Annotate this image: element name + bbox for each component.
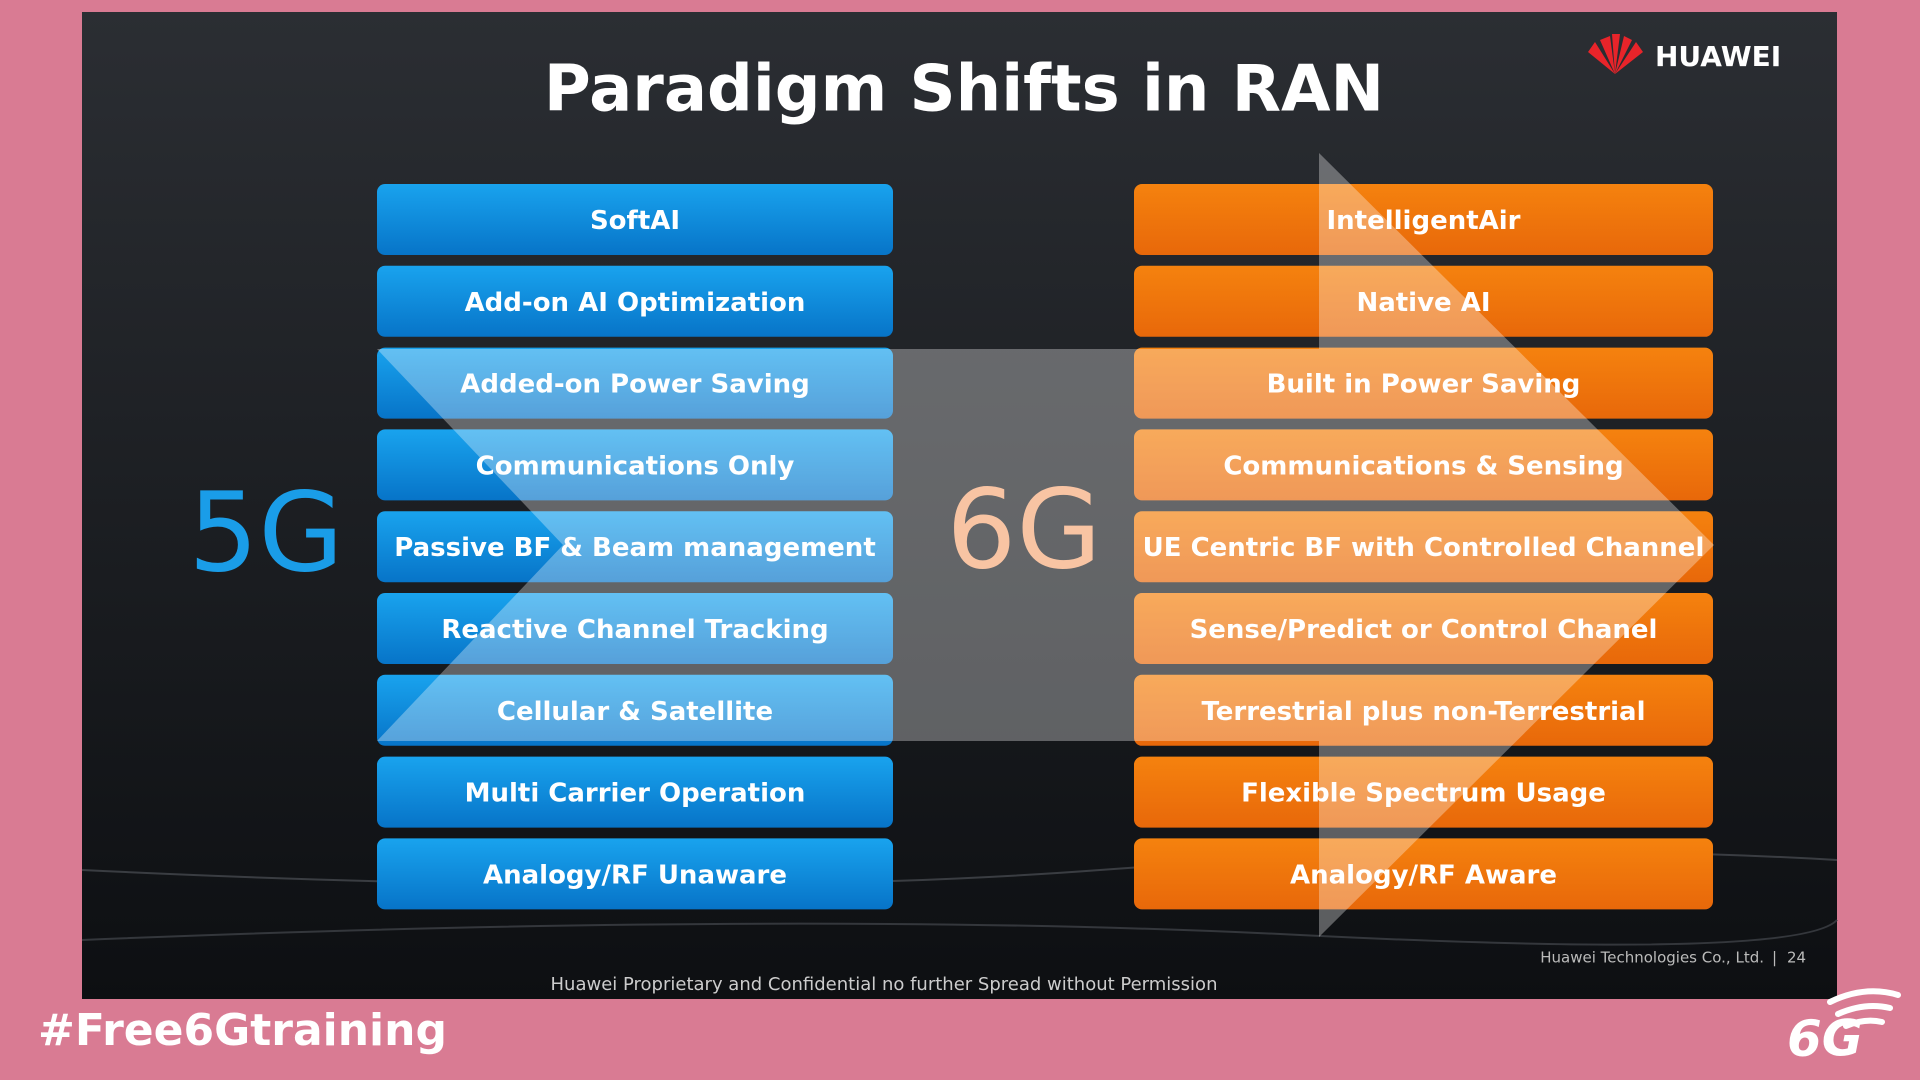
- 5g-row-text: Passive BF & Beam management: [394, 533, 876, 563]
- slide-title: Paradigm Shifts in RAN: [544, 53, 1384, 127]
- footer-separator: |: [1772, 949, 1777, 967]
- 6g-row-text: Communications & Sensing: [1223, 451, 1623, 481]
- slide-background: [82, 12, 1837, 999]
- 5g-row-box: [377, 511, 893, 583]
- 6g-row-text: Native AI: [1356, 288, 1490, 318]
- 5g-row-text: Cellular & Satellite: [497, 697, 773, 727]
- huawei-logo: HUAWEI: [1588, 34, 1781, 74]
- rows: [377, 184, 1713, 910]
- 5g-row-text: Communications Only: [476, 451, 795, 481]
- 5g-row-box: [377, 674, 893, 746]
- 6g-row-box: [1134, 265, 1713, 337]
- 6g-row-text: Sense/Predict or Control Chanel: [1190, 615, 1658, 645]
- footer-company: Huawei Technologies Co., Ltd.: [1540, 949, 1764, 967]
- hashtag: #Free6Gtraining: [38, 1005, 447, 1056]
- 5g-row-text: Analogy/RF Unaware: [483, 860, 787, 890]
- 5g-row-box: [377, 756, 893, 828]
- 6g-row-box: [1134, 429, 1713, 501]
- shift-arrow: [377, 153, 1714, 937]
- 5g-row-text: Added-on Power Saving: [460, 370, 810, 400]
- 6g-row-box: [1134, 184, 1713, 255]
- footer-page: 24: [1787, 949, 1806, 967]
- decor-line: [81, 919, 1838, 946]
- left-label: 5G: [188, 468, 343, 596]
- right-label: 6G: [946, 465, 1101, 593]
- 5g-row-box: [377, 265, 893, 337]
- 6g-row-text: Built in Power Saving: [1267, 370, 1581, 400]
- footer-notice: Huawei Proprietary and Confidential no f…: [551, 974, 1218, 995]
- 6g-row-text: Analogy/RF Aware: [1290, 860, 1557, 890]
- 5g-row-text: Add-on AI Optimization: [465, 288, 806, 318]
- logo-text: HUAWEI: [1655, 40, 1781, 73]
- badge-waves: [1827, 988, 1901, 1029]
- row-labels: SoftAI Add-on AI Optimization Added-on Pow…: [394, 206, 1704, 890]
- 6g-row-text: IntelligentAir: [1326, 206, 1520, 236]
- 5g-row-text: SoftAI: [590, 206, 680, 236]
- 5g-row-box: [377, 184, 893, 255]
- 5g-row-text: Reactive Channel Tracking: [441, 615, 828, 645]
- 5g-row-box: [377, 593, 893, 664]
- 6g-row-text: Flexible Spectrum Usage: [1241, 779, 1606, 809]
- 6g-row-box: [1134, 838, 1713, 910]
- 6g-row-box: [1134, 593, 1713, 664]
- 6g-row-text: Terrestrial plus non-Terrestrial: [1201, 697, 1645, 727]
- badge-text: 6G: [1787, 1010, 1863, 1068]
- 5g-row-text: Multi Carrier Operation: [465, 779, 806, 809]
- 6g-row-box: [1134, 674, 1713, 746]
- 6g-row-text: UE Centric BF with Controlled Channel: [1143, 533, 1705, 563]
- badge-6g: 6G: [1787, 988, 1901, 1068]
- 6g-row-box: [1134, 511, 1713, 583]
- 6g-row-box: [1134, 756, 1713, 828]
- logo-petals: [1588, 34, 1643, 74]
- 6g-row-box: [1134, 347, 1713, 419]
- 5g-row-box: [377, 429, 893, 501]
- 5g-row-box: [377, 347, 893, 419]
- 5g-row-box: [377, 838, 893, 910]
